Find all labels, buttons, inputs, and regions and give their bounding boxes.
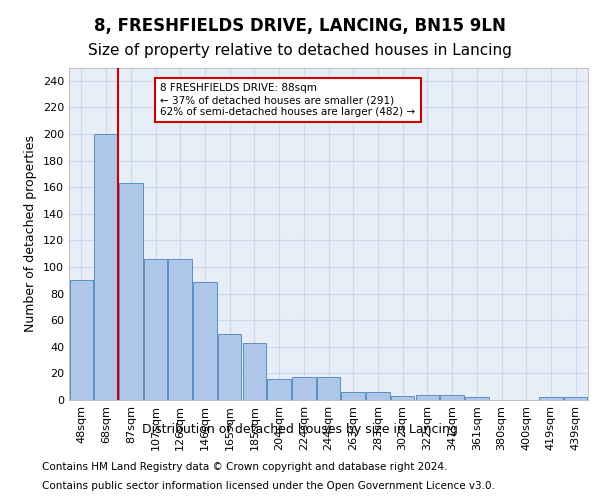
Bar <box>94 134 118 400</box>
Bar <box>317 378 340 400</box>
Bar <box>119 183 143 400</box>
Y-axis label: Number of detached properties: Number of detached properties <box>25 135 37 332</box>
Bar <box>218 334 241 400</box>
Bar <box>564 398 587 400</box>
Text: Distribution of detached houses by size in Lancing: Distribution of detached houses by size … <box>142 422 458 436</box>
Bar <box>341 392 365 400</box>
Bar <box>70 280 93 400</box>
Bar <box>416 394 439 400</box>
Text: Size of property relative to detached houses in Lancing: Size of property relative to detached ho… <box>88 42 512 58</box>
Text: Contains HM Land Registry data © Crown copyright and database right 2024.: Contains HM Land Registry data © Crown c… <box>42 462 448 472</box>
Bar <box>539 398 563 400</box>
Text: 8, FRESHFIELDS DRIVE, LANCING, BN15 9LN: 8, FRESHFIELDS DRIVE, LANCING, BN15 9LN <box>94 18 506 36</box>
Bar <box>169 259 192 400</box>
Bar <box>144 259 167 400</box>
Bar <box>465 398 488 400</box>
Bar <box>292 378 316 400</box>
Text: Contains public sector information licensed under the Open Government Licence v3: Contains public sector information licen… <box>42 481 495 491</box>
Bar <box>366 392 389 400</box>
Bar <box>440 394 464 400</box>
Bar <box>268 378 291 400</box>
Bar <box>391 396 415 400</box>
Bar <box>242 343 266 400</box>
Text: 8 FRESHFIELDS DRIVE: 88sqm
← 37% of detached houses are smaller (291)
62% of sem: 8 FRESHFIELDS DRIVE: 88sqm ← 37% of deta… <box>160 84 416 116</box>
Bar <box>193 282 217 400</box>
